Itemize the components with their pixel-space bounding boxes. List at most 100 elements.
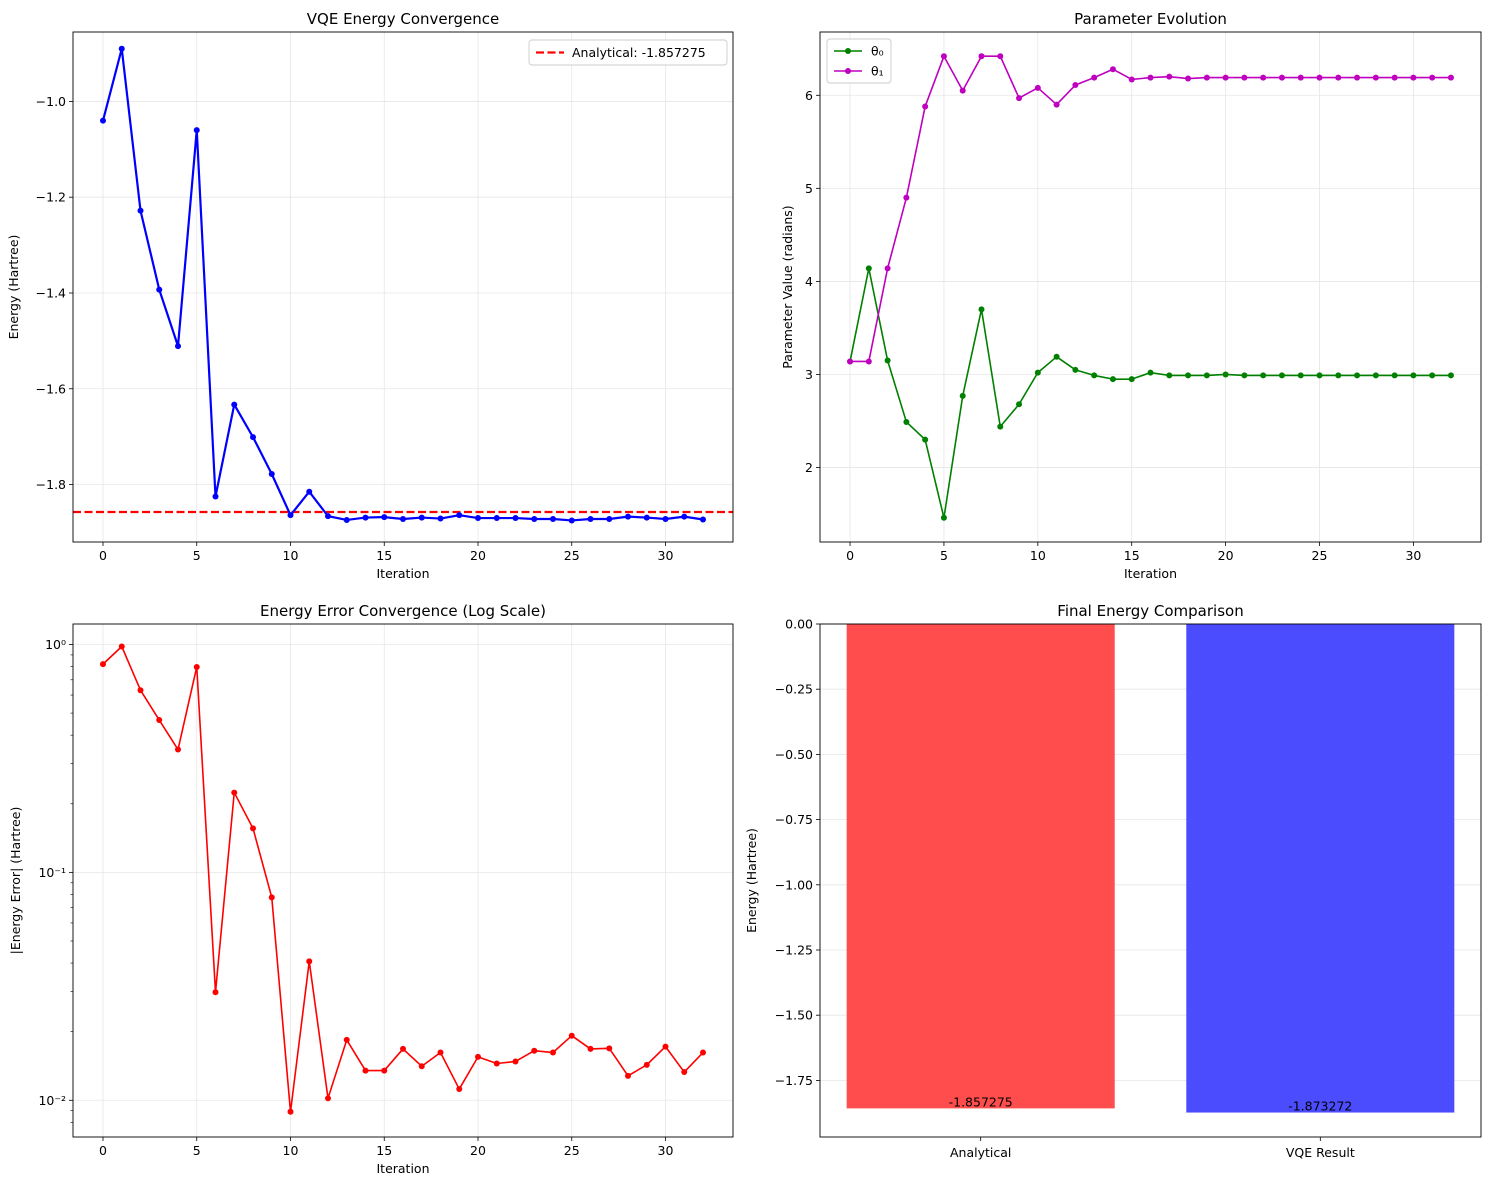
x-tick-label: 25 [564, 548, 580, 563]
grid [73, 32, 733, 542]
data-point [1429, 74, 1436, 81]
data-point [212, 989, 219, 996]
y-tick-label: −1.75 [775, 1073, 813, 1088]
chart-title: Energy Error Convergence (Log Scale) [260, 602, 546, 620]
data-point [118, 45, 125, 52]
data-point [1410, 372, 1417, 379]
data-point [118, 643, 125, 650]
data-point [1260, 372, 1267, 379]
subplot-3: Energy Error Convergence (Log Scale) 0 5 10… [8, 602, 734, 1176]
chart-title: Parameter Evolution [1074, 10, 1227, 28]
y-axis-label: |Energy Error| (Hartree) [8, 807, 23, 955]
y-tick-label: 10⁻² [38, 1093, 66, 1108]
data-point [493, 515, 500, 522]
data-point [1109, 66, 1116, 73]
data-point [250, 434, 256, 441]
x-tick-label: Analytical [950, 1145, 1011, 1160]
data-point [1354, 372, 1361, 379]
data-point [1447, 372, 1454, 379]
data-point [1241, 372, 1248, 379]
data-point [922, 103, 929, 110]
data-point [1260, 74, 1267, 81]
x-tick-label: 10 [283, 548, 299, 563]
data-point [250, 825, 256, 832]
data-point [1447, 74, 1454, 81]
data-point [1316, 372, 1323, 379]
data-point [865, 358, 872, 365]
data-point [193, 663, 200, 670]
data-point [437, 515, 444, 522]
x-tick-label: 25 [1312, 548, 1328, 563]
x-tick-label: 15 [376, 548, 392, 563]
plot-area [846, 624, 1455, 1113]
bar-analytical [846, 624, 1115, 1109]
data-point [381, 1067, 388, 1074]
series-line-1 [849, 267, 1451, 519]
subplot-2: Parameter Evolution 0 5 10 15 20 25 30 2 3 4 5 6 Iter… [780, 10, 1482, 581]
data-point [400, 516, 406, 523]
x-tick-label: 30 [1405, 548, 1421, 563]
data-point [306, 958, 313, 965]
legend-box [826, 38, 892, 84]
data-point [456, 512, 463, 519]
data-point [1354, 74, 1361, 81]
y-axis-label: Energy (Hartree) [6, 235, 21, 340]
axes-frame [819, 31, 1482, 543]
data-point [287, 512, 294, 519]
series-line-2 [850, 55, 1451, 363]
y-tick-label: −1.2 [36, 190, 66, 205]
data-point [959, 87, 966, 94]
data-point [512, 515, 519, 522]
data-point [343, 516, 350, 523]
x-tick-label: 0 [99, 548, 107, 563]
data-point [1147, 369, 1154, 376]
data-point [1128, 376, 1135, 383]
data-point [606, 1045, 613, 1052]
data-point [884, 265, 891, 272]
data-point [997, 423, 1004, 430]
y-tick-label: −0.50 [775, 747, 813, 762]
data-point [343, 1036, 350, 1043]
data-point [1091, 74, 1098, 81]
data-point [268, 894, 275, 901]
series-line-1 [101, 47, 704, 522]
data-point [922, 436, 929, 443]
data-point [606, 516, 613, 523]
data-point [625, 513, 631, 520]
y-axis-label: Energy (Hartree) [744, 828, 759, 933]
plot-area [847, 53, 1454, 521]
legend-marker-dot [845, 68, 851, 74]
x-axis-label: Iteration [376, 1161, 429, 1176]
data-point [865, 265, 872, 272]
data-point [1391, 74, 1398, 81]
data-point [437, 1049, 444, 1056]
data-point [1297, 372, 1304, 379]
data-point [531, 1047, 538, 1054]
y-tick-label: 10⁻¹ [38, 865, 66, 880]
y-tick-label: −1.0 [36, 94, 66, 109]
data-point [1429, 372, 1436, 379]
x-tick-label: 20 [1218, 548, 1234, 563]
data-point [700, 516, 706, 523]
data-point [587, 516, 594, 523]
x-tick-label: 10 [283, 1143, 299, 1158]
plot-area [73, 45, 733, 524]
x-tick-label: 30 [658, 1143, 674, 1158]
y-tick-label: −0.75 [775, 812, 813, 827]
axes-frame [819, 623, 1482, 1138]
data-point [268, 471, 275, 477]
data-point [959, 392, 966, 399]
data-point [1203, 372, 1210, 379]
data-point [156, 717, 163, 724]
data-point [1297, 74, 1304, 81]
y-tick-label: 2 [805, 460, 813, 475]
data-point [587, 1045, 594, 1052]
data-point [643, 1061, 650, 1068]
x-tick-label: 20 [470, 1143, 486, 1158]
x-tick-label: 5 [193, 1143, 201, 1158]
legend-label: Analytical: -1.857275 [572, 45, 706, 60]
data-point [1109, 376, 1116, 383]
y-tick-label: −1.50 [775, 1008, 813, 1023]
data-point [381, 514, 388, 521]
data-point [1203, 74, 1210, 81]
